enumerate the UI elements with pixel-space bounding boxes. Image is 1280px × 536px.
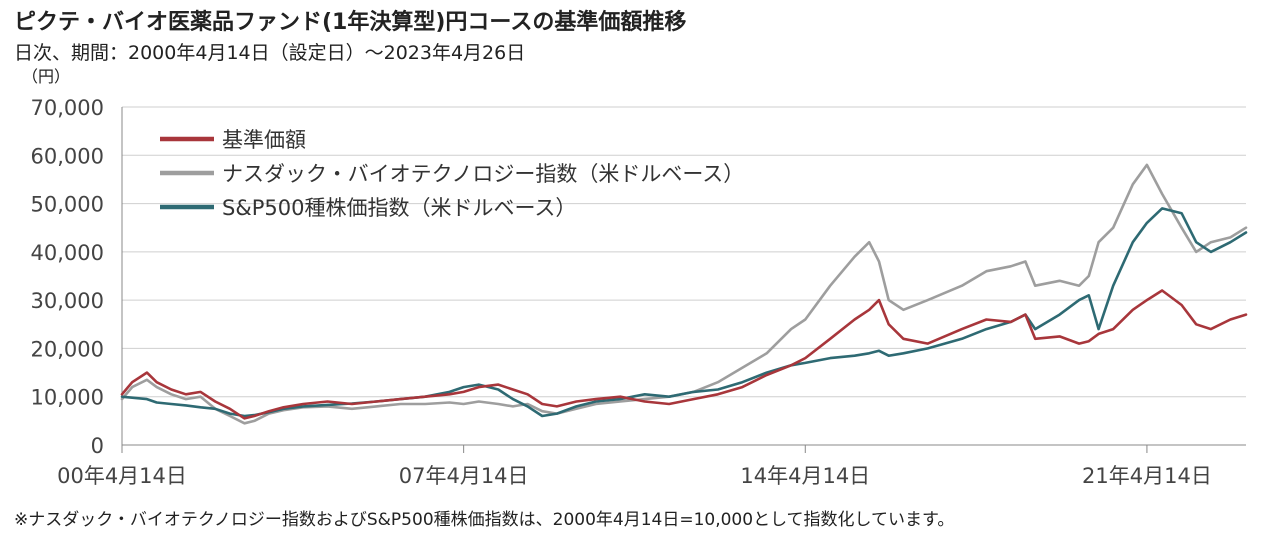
y-tick-label: 30,000 bbox=[31, 289, 104, 313]
chart-subtitle: 日次、期間：2000年4月14日（設定日）～2023年4月26日 bbox=[14, 42, 526, 64]
legend-label: ナスダック・バイオテクノロジー指数（米ドルベース） bbox=[222, 162, 744, 186]
y-tick-label: 60,000 bbox=[31, 144, 104, 168]
y-tick-label: 10,000 bbox=[31, 386, 104, 410]
y-tick-label: 50,000 bbox=[31, 193, 104, 217]
axes: 0 10,000 20,000 30,000 40,000 50,000 60,000 70,… bbox=[31, 96, 1212, 488]
legend-label: S&P500種株価指数（米ドルベース） bbox=[222, 196, 576, 220]
series-line-2 bbox=[120, 207, 1248, 418]
x-tick-label: 07年4月14日 bbox=[399, 464, 529, 488]
series-lines bbox=[120, 163, 1248, 425]
y-tick-label: 20,000 bbox=[31, 337, 104, 361]
series-line-0 bbox=[120, 289, 1248, 420]
footnote: ※ナスダック・バイオテクノロジー指数およびS&P500種株価指数は、2000年4… bbox=[14, 510, 955, 530]
x-tick-label: 14年4月14日 bbox=[740, 464, 870, 488]
y-tick-label: 0 bbox=[91, 434, 104, 458]
y-tick-label: 40,000 bbox=[31, 241, 104, 265]
legend-label: 基準価額 bbox=[222, 128, 306, 152]
chart-title: ピクテ・バイオ医薬品ファンド(1年決算型)円コースの基準価額推移 bbox=[14, 10, 687, 35]
gridlines bbox=[122, 106, 1246, 446]
y-tick-label: 70,000 bbox=[31, 96, 104, 120]
x-tick-label: 00年4月14日 bbox=[57, 464, 187, 488]
y-axis-unit: （円） bbox=[22, 67, 71, 86]
x-tick-label: 21年4月14日 bbox=[1082, 464, 1212, 488]
